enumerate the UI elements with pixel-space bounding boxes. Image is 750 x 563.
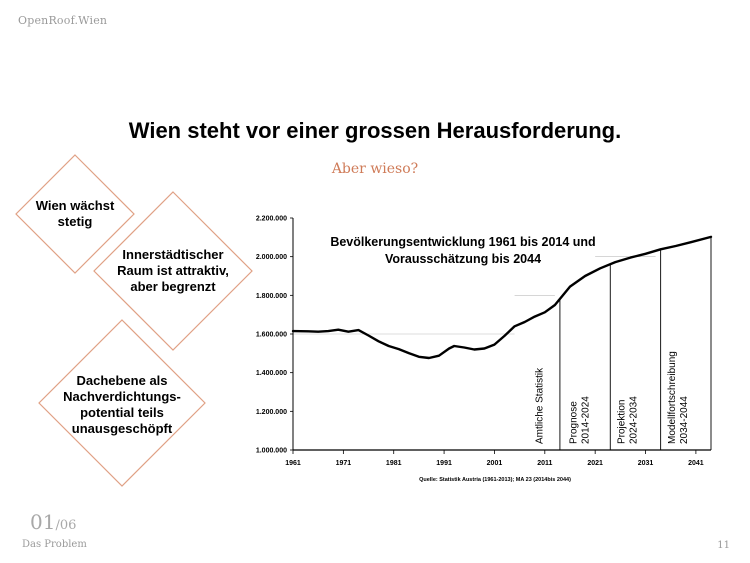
phase-layer: Amtliche Statistik Prognose 2014-2024 Proje… — [534, 236, 712, 450]
diamond-roof-text: Dachebene als Nachverdichtungs- potentia… — [37, 373, 207, 437]
diamond-line: Wien wächst — [35, 198, 115, 213]
phase-label: Projektion — [616, 400, 627, 444]
diamond-space-text: Innerstädtischer Raum ist attraktiv, abe… — [92, 247, 254, 295]
phase-label: Prognose — [569, 401, 580, 444]
y-tick-label: 2.200.000 — [256, 216, 287, 223]
phase-label: 2024-2034 — [628, 396, 639, 444]
grid-layer — [293, 256, 656, 335]
phase-label: Amtliche Statistik — [534, 367, 545, 444]
diamond-shape — [38, 319, 206, 487]
diamond-growth: Wien wächst stetig — [14, 153, 136, 275]
page-current: 01 — [30, 510, 56, 534]
chart-title-line: Bevölkerungsentwicklung 1961 bis 2014 un… — [330, 235, 595, 249]
diamond-roof: Dachebene als Nachverdichtungs- potentia… — [37, 318, 207, 488]
x-tick-label: 1961 — [285, 460, 301, 467]
phase-label: Modellfortschreibung — [667, 351, 678, 444]
y-tick-label: 2.000.000 — [256, 254, 287, 261]
x-tick-label: 1981 — [386, 460, 402, 467]
diamond-line: potential teils — [80, 405, 164, 420]
diamond-line: Dachebene als — [76, 373, 168, 388]
slide-number: 11 — [717, 540, 730, 551]
y-tick-label: 1.000.000 — [256, 448, 287, 455]
x-tick-label: 2011 — [537, 460, 552, 467]
y-tick-label: 1.600.000 — [256, 332, 287, 339]
tick-layer: 1961 1971 1981 1991 2001 2011 2021 2031 2041 1.00… — [256, 216, 704, 468]
diamond-line: Raum ist attraktiv, — [117, 263, 229, 278]
chart-source: Quelle: Statistik Austria (1961-2013); M… — [419, 477, 571, 483]
slide-title: Wien steht vor einer grossen Herausforde… — [128, 118, 622, 143]
page-indicator: 01/06 — [30, 510, 77, 534]
population-chart: Amtliche Statistik Prognose 2014-2024 Proje… — [256, 216, 713, 483]
diamond-growth-text: Wien wächst stetig — [14, 198, 136, 230]
diamond-line: aber begrenzt — [130, 279, 216, 294]
x-tick-label: 1971 — [336, 460, 352, 467]
diamond-shape — [15, 154, 135, 274]
x-tick-label: 2041 — [688, 460, 704, 467]
diamond-shape — [93, 191, 253, 351]
chart-title-line: Vorausschätzung bis 2044 — [385, 252, 541, 266]
page-total: 06 — [59, 518, 77, 533]
diamond-line: Nachverdichtungs- — [63, 389, 181, 404]
brand-label: OpenRoof.Wien — [18, 14, 108, 27]
slide-subtitle: Aber wieso? — [331, 161, 419, 177]
x-tick-label: 2031 — [638, 460, 654, 467]
diamond-line: unausgeschöpft — [71, 421, 173, 436]
y-tick-label: 1.400.000 — [256, 370, 287, 377]
phase-label: 2034-2044 — [679, 396, 690, 444]
y-tick-label: 1.200.000 — [256, 409, 287, 416]
diamond-line: stetig — [57, 214, 93, 229]
phase-label: 2014-2024 — [581, 396, 592, 444]
x-tick-label: 2001 — [487, 460, 503, 467]
section-label: Das Problem — [22, 539, 87, 550]
diamond-space: Innerstädtischer Raum ist attraktiv, abe… — [92, 190, 254, 352]
y-tick-label: 1.800.000 — [256, 293, 287, 300]
x-tick-label: 2021 — [587, 460, 603, 467]
diamond-line: Innerstädtischer — [122, 247, 224, 262]
population-series-line — [291, 235, 713, 360]
x-tick-label: 1991 — [436, 460, 452, 467]
